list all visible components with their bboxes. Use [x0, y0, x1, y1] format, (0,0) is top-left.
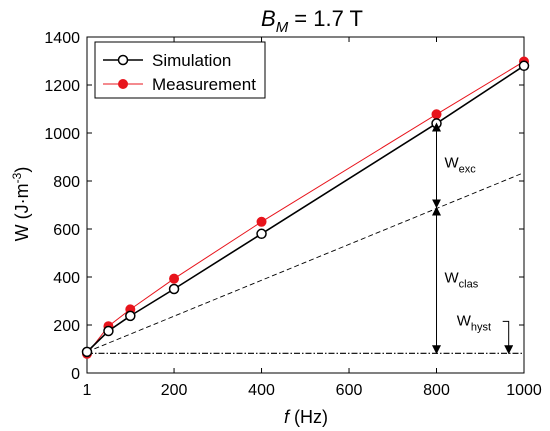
measurement-point [256, 216, 267, 227]
simulation-point [125, 310, 136, 322]
x-tick-label: 200 [161, 382, 188, 399]
plot-area: 1 200 400 600 800 100002004006008001000120014… [44, 30, 541, 399]
title-symbol: B [261, 6, 276, 31]
simulation-point [256, 228, 267, 240]
y-tick-label: 0 [71, 366, 80, 383]
title-subscript: M [276, 19, 289, 36]
x-tick-label: 1000 [506, 382, 542, 399]
legend-marker-measurement [118, 79, 128, 89]
y-axis-label-superscript: -3 [10, 172, 24, 183]
y-axis-label: W (J·m-3) [10, 167, 32, 242]
measurement-line [86, 61, 525, 355]
y-tick-label: 600 [53, 222, 80, 239]
title-rest: = 1.7 T [288, 6, 363, 31]
w-exc-label-main: W [445, 154, 460, 171]
x-axis-label-symbol: f [284, 407, 291, 427]
simulation-point [518, 60, 530, 72]
x-tick-label: 400 [248, 382, 275, 399]
x-tick-label: 600 [336, 382, 363, 399]
legend-label-simulation: Simulation [152, 51, 231, 70]
x-tick-label: 1 [83, 382, 92, 399]
legend-label-measurement: Measurement [152, 75, 256, 94]
y-tick-label: 1200 [44, 78, 80, 95]
measurement-point [431, 109, 442, 120]
x-axis-label-unit: (Hz) [289, 407, 328, 427]
y-tick-label: 200 [53, 318, 80, 335]
w-hyst-arrow [502, 320, 514, 355]
y-axis-label-close: ) [12, 167, 32, 173]
simulation-point [81, 346, 93, 358]
y-tick-label: 800 [53, 174, 80, 191]
y-axis-label-main: W (J·m [12, 183, 32, 241]
legend: Simulation Measurement [94, 41, 266, 99]
x-tick-label: 800 [423, 382, 450, 399]
w-clas-label-subscript: clas [459, 278, 479, 290]
measurement-point [169, 273, 180, 284]
y-tick-label: 1000 [44, 126, 80, 143]
x-axis-label: f (Hz) [284, 407, 328, 427]
legend-marker-simulation [117, 54, 129, 66]
simulation-line [86, 65, 525, 353]
dashed-reference-line [86, 172, 525, 353]
axes-box [86, 36, 525, 374]
w-clas-label: Wclas [445, 269, 479, 290]
w-hyst-label-main: W [457, 312, 472, 329]
simulation-point [103, 325, 114, 337]
w-exc-label: Wexc [445, 154, 477, 175]
y-tick-label: 1400 [44, 30, 80, 47]
w-hyst-label-subscript: hyst [471, 321, 491, 333]
y-tick-label: 400 [53, 270, 80, 287]
w-hyst-label: Whyst [457, 312, 491, 333]
simulation-point [168, 283, 180, 295]
w-clas-label-main: W [445, 269, 460, 286]
w-exc-label-subscript: exc [459, 163, 477, 175]
chart-title: BM = 1.7 T [261, 6, 363, 36]
